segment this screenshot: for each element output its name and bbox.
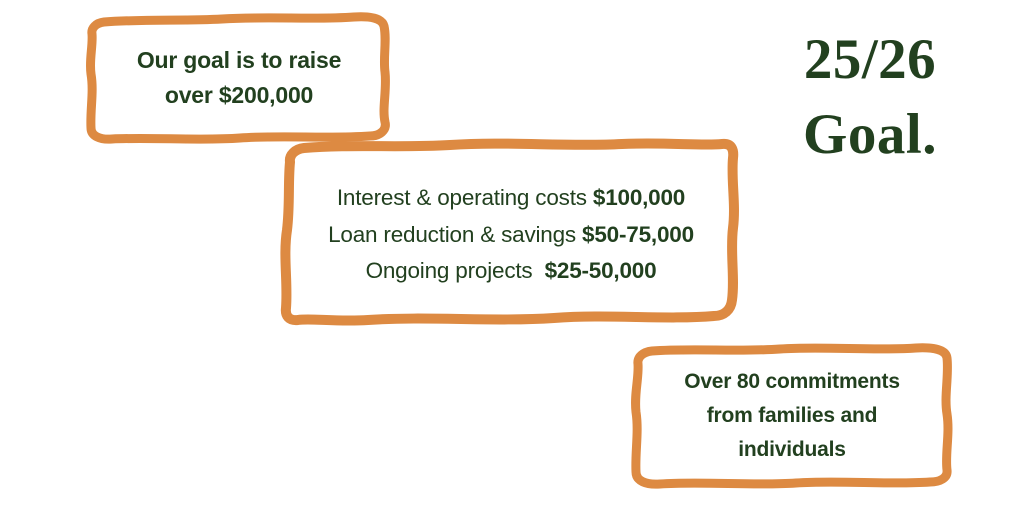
- breakdown-row-label: Interest & operating costs: [336, 185, 593, 211]
- breakdown-row: Interest & operating costs $100,000: [337, 180, 685, 216]
- breakdown-row-amount: $25-50,000: [538, 258, 657, 284]
- breakdown-row-amount: $100,000: [592, 185, 686, 211]
- breakdown-row-label: Loan reduction & savings: [328, 221, 583, 247]
- callout-goal-line1: Our goal is to raise: [136, 47, 342, 74]
- page-title-year: 25/26: [803, 28, 937, 91]
- callout-breakdown: Interest & operating costs $100,000 Loan…: [296, 160, 726, 310]
- callout-goal-line2: over $200,000: [164, 82, 314, 108]
- breakdown-row-amount: $50-75,000: [582, 221, 694, 247]
- breakdown-row-label: Ongoing projects: [365, 258, 539, 284]
- breakdown-row: Ongoing projects $25-50,000: [366, 253, 657, 289]
- callout-goal: Our goal is to raise over $200,000: [100, 30, 378, 126]
- breakdown-row: Loan reduction & savings $50-75,000: [328, 217, 694, 253]
- page-title: 25/26 Goal.: [770, 22, 970, 172]
- callout-commitments-line1: Over 80 commitments: [684, 369, 900, 393]
- page-title-word: Goal.: [803, 103, 937, 167]
- callout-commitments-line2: from families and: [706, 403, 878, 427]
- callout-commitments: Over 80 commitments from families and in…: [644, 362, 940, 470]
- callout-commitments-line3: individuals: [738, 438, 846, 461]
